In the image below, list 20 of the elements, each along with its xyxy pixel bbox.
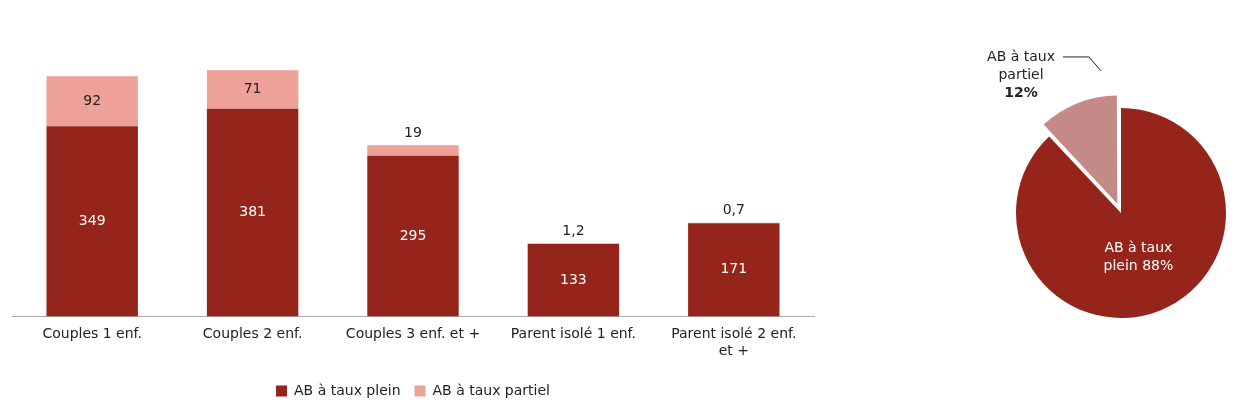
data-label: 133	[560, 270, 587, 287]
data-label: 171	[720, 260, 748, 277]
x-tick-label: Couples 2 enf.	[202, 325, 303, 342]
data-label: 0,7	[722, 201, 745, 218]
slice-label: AB à taux partiel	[987, 47, 1055, 82]
legend-label: AB à taux partiel	[432, 381, 550, 398]
data-label: 349	[78, 211, 106, 228]
data-label: 295	[399, 226, 427, 243]
data-label: 1,2	[562, 221, 585, 238]
x-tick-label: Couples 3 enf. et +	[345, 325, 481, 342]
x-tick-label: Parent isolé 1 enf.	[510, 325, 636, 342]
data-label: 19	[404, 123, 422, 140]
slice-label: AB à taux plein 88%	[1103, 238, 1174, 273]
data-label: 92	[83, 91, 102, 108]
data-label: 381	[239, 203, 266, 220]
legend-label: AB à taux plein	[294, 381, 401, 398]
data-label: 12%	[1004, 83, 1038, 100]
x-tick-label: Couples 1 enf.	[42, 325, 142, 342]
x-tick-label: Parent isolé 2 enf. et +	[671, 325, 797, 359]
data-label: 71	[243, 80, 262, 97]
